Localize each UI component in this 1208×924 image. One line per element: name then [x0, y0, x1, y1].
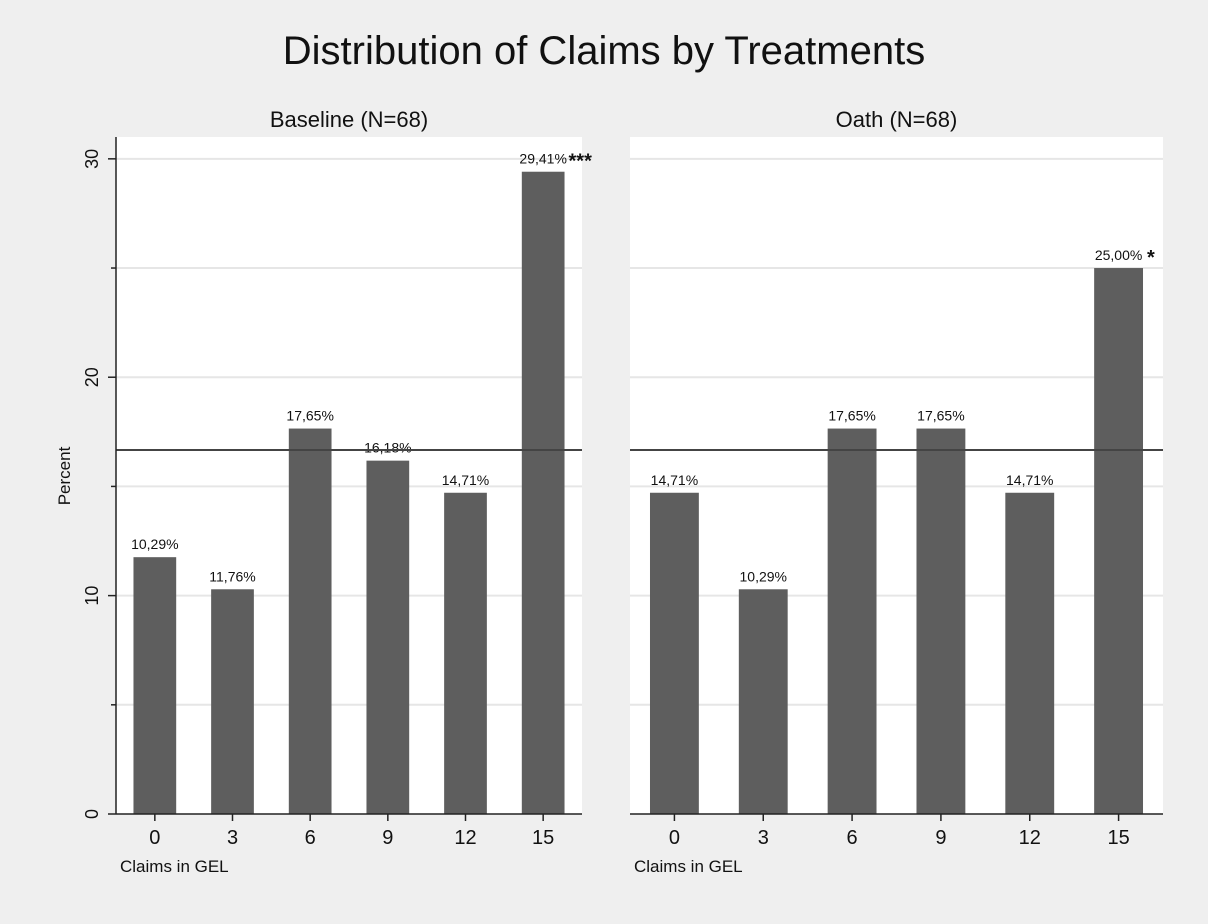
x-tick-label: 15 [532, 827, 554, 849]
x-axis-label: Claims in GEL [120, 857, 229, 876]
x-tick-label: 15 [1107, 827, 1129, 849]
x-tick-label: 6 [847, 827, 858, 849]
bar [1094, 268, 1144, 815]
x-tick-label: 0 [669, 827, 680, 849]
chart-title: Distribution of Claims by Treatments [283, 29, 925, 73]
panel-subtitle: Baseline (N=68) [270, 107, 428, 132]
bar [211, 589, 254, 814]
bar [738, 589, 788, 814]
x-tick-label: 0 [149, 827, 160, 849]
plot-area [630, 137, 1163, 814]
bar [444, 492, 487, 814]
y-tick-label: 10 [82, 586, 102, 606]
y-tick-label: 30 [82, 149, 102, 169]
bar-label: 17,65% [286, 408, 333, 424]
y-tick-label: 20 [82, 367, 102, 387]
bar [1005, 492, 1055, 814]
bar-label: 17,65% [828, 408, 875, 424]
x-tick-label: 12 [1019, 827, 1041, 849]
bar-label: 10,29% [740, 568, 787, 584]
significance-annotation: * [1147, 247, 1155, 269]
x-tick-label: 3 [227, 827, 238, 849]
significance-annotation: *** [569, 151, 593, 173]
bar [366, 460, 410, 814]
bar-label: 11,76% [209, 568, 255, 584]
x-tick-label: 9 [935, 827, 946, 849]
bar [521, 171, 565, 815]
y-tick-label: 0 [82, 809, 102, 819]
bar-label: 25,00% [1095, 247, 1142, 263]
bar-label: 14,71% [1006, 472, 1053, 488]
bar [916, 428, 966, 814]
bar-label: 29,41% [519, 151, 566, 167]
bar [649, 492, 699, 814]
panel-0: 10,29% 0 11,76% 3 17,65% 6 16,18% 9 14,71% 12 29,4… [82, 107, 592, 876]
x-tick-label: 9 [382, 827, 393, 849]
x-tick-label: 6 [305, 827, 316, 849]
bar [133, 557, 177, 814]
bar-label: 16,18% [364, 440, 411, 456]
panel-subtitle: Oath (N=68) [836, 107, 958, 132]
x-tick-label: 3 [758, 827, 769, 849]
plot-area [116, 137, 582, 814]
bar [827, 428, 877, 814]
x-tick-label: 12 [454, 827, 476, 849]
bar-label: 14,71% [651, 472, 698, 488]
x-axis-label: Claims in GEL [634, 857, 743, 876]
bar [288, 428, 332, 814]
chart-panels: 10,29% 0 11,76% 3 17,65% 6 16,18% 9 14,71% 12 29,4… [82, 107, 1163, 876]
bar-label: 14,71% [442, 472, 489, 488]
y-axis-label: Percent [55, 446, 74, 505]
panel-1: 14,71% 0 10,29% 3 17,65% 6 17,65% 9 14,71% 12 25,0… [630, 107, 1163, 876]
bar-label: 10,29% [131, 536, 178, 552]
bar-label: 17,65% [917, 408, 964, 424]
